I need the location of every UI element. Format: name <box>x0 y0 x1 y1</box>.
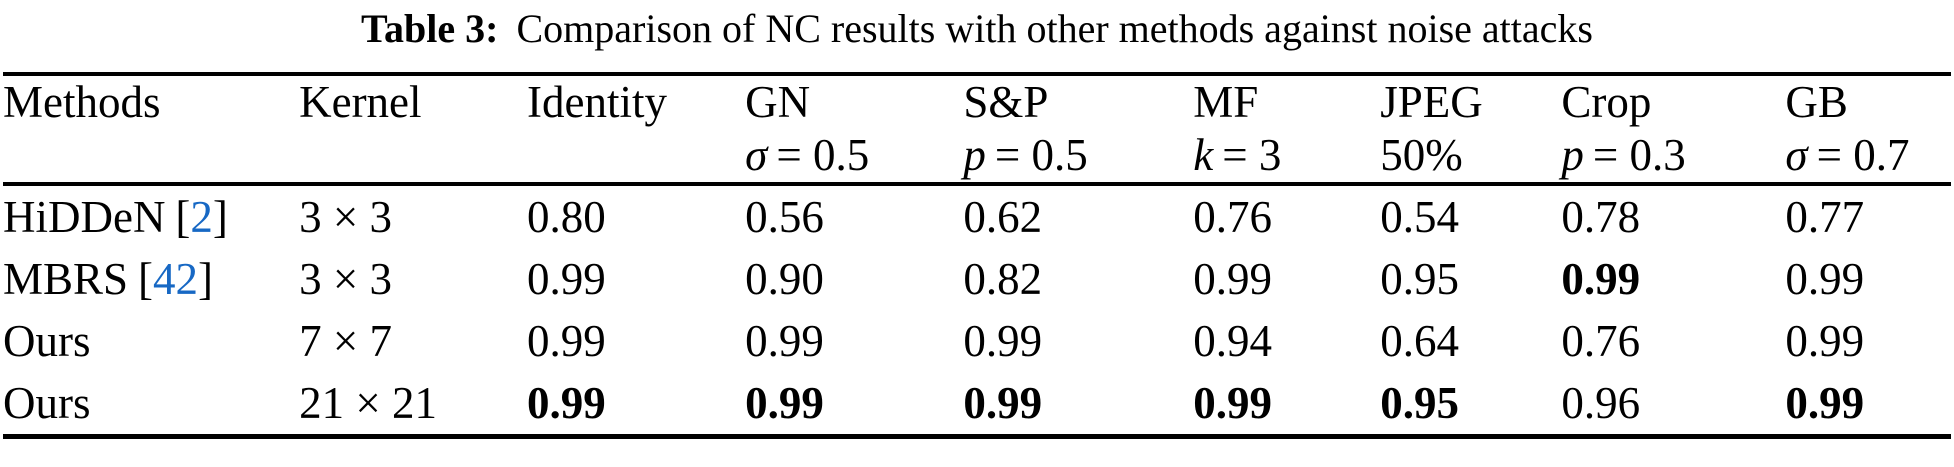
citation: [2] <box>175 192 228 242</box>
column-param: σ = 0.7 <box>1785 129 1951 182</box>
cell-method: Ours <box>3 372 299 437</box>
cell-method: MBRS [42] <box>3 248 299 310</box>
cell-jpeg: 0.95 <box>1380 254 1459 304</box>
column-header-kernel: Kernel <box>299 74 527 186</box>
method-name: Ours <box>3 378 91 428</box>
column-header-gb: GB σ = 0.7 <box>1785 74 1951 186</box>
table-caption: Table 3: Comparison of NC results with ot… <box>0 4 1954 54</box>
column-label: GN <box>745 77 811 127</box>
table-row-ours-21x21: Ours 21 × 21 0.99 0.99 0.99 0.99 0.95 0.… <box>3 372 1951 437</box>
column-param: 50% <box>1380 129 1561 182</box>
cell-gb: 0.99 <box>1785 254 1865 304</box>
column-header-jpeg: JPEG 50% <box>1380 74 1562 186</box>
method-name: Ours <box>3 316 91 366</box>
cell-gn: 0.99 <box>745 316 824 366</box>
cell-sp: 0.82 <box>963 254 1043 304</box>
param-symbol: σ <box>1785 130 1808 180</box>
header-row: Methods Kernel Identity GN σ = 0.5 S&P p =… <box>3 74 1951 186</box>
citation-link[interactable]: 42 <box>152 254 198 304</box>
citation-bracket-open: [ <box>137 254 153 304</box>
column-label: JPEG <box>1380 77 1483 127</box>
cell-mf: 0.99 <box>1193 378 1272 428</box>
cell-gn: 0.90 <box>745 254 824 304</box>
column-label: GB <box>1785 77 1848 127</box>
param-symbol: σ <box>745 130 768 180</box>
cell-jpeg: 0.54 <box>1380 192 1459 242</box>
cell-kernel: 3 × 3 <box>299 254 392 304</box>
param-symbol: p <box>963 130 986 180</box>
column-param: p = 0.5 <box>963 129 1193 182</box>
citation-bracket-close: ] <box>212 192 228 242</box>
column-label: Identity <box>527 77 667 127</box>
cell-crop: 0.96 <box>1561 378 1641 428</box>
table-row-mbrs: MBRS [42] 3 × 3 0.99 0.90 0.82 0.99 0.95 … <box>3 248 1951 310</box>
cell-sp: 0.99 <box>963 316 1043 366</box>
column-label: MF <box>1193 77 1259 127</box>
method-name: HiDDeN <box>3 192 166 242</box>
column-label: S&P <box>963 77 1049 127</box>
cell-method: Ours <box>3 310 299 372</box>
cell-crop: 0.78 <box>1561 192 1641 242</box>
table-row-hidden: HiDDeN [2] 3 × 3 0.80 0.56 0.62 0.76 0.54… <box>3 184 1951 248</box>
param-value: = 0.5 <box>776 130 870 180</box>
param-value: = 0.5 <box>994 130 1088 180</box>
column-label: Crop <box>1561 77 1652 127</box>
cell-jpeg: 0.64 <box>1380 316 1459 366</box>
cell-gb: 0.99 <box>1785 316 1865 366</box>
cell-identity: 0.99 <box>527 378 606 428</box>
column-param: p = 0.3 <box>1561 129 1785 182</box>
param-value: 50% <box>1380 130 1463 180</box>
table-row-ours-7x7: Ours 7 × 7 0.99 0.99 0.99 0.94 0.64 0.76… <box>3 310 1951 372</box>
column-label: Methods <box>3 77 161 127</box>
citation-link[interactable]: 2 <box>190 192 213 242</box>
column-param: σ = 0.5 <box>745 129 963 182</box>
caption-label: Table 3: <box>361 6 499 51</box>
results-table: Methods Kernel Identity GN σ = 0.5 S&P p =… <box>3 72 1951 439</box>
column-header-sp: S&P p = 0.5 <box>963 74 1194 186</box>
cell-gn: 0.99 <box>745 378 824 428</box>
cell-kernel: 7 × 7 <box>299 316 392 366</box>
cell-sp: 0.62 <box>963 192 1043 242</box>
citation: [42] <box>138 254 213 304</box>
column-header-gn: GN σ = 0.5 <box>745 74 964 186</box>
citation-bracket-open: [ <box>175 192 191 242</box>
column-header-mf: MF k = 3 <box>1193 74 1381 186</box>
cell-crop: 0.76 <box>1561 316 1641 366</box>
cell-gb: 0.77 <box>1785 192 1865 242</box>
cell-method: HiDDeN [2] <box>3 184 299 248</box>
cell-sp: 0.99 <box>963 378 1043 428</box>
param-symbol: k <box>1193 130 1214 180</box>
cell-mf: 0.99 <box>1193 254 1272 304</box>
cell-identity: 0.80 <box>527 192 606 242</box>
column-header-crop: Crop p = 0.3 <box>1561 74 1786 186</box>
cell-kernel: 21 × 21 <box>299 378 437 428</box>
cell-mf: 0.76 <box>1193 192 1272 242</box>
caption-text: Comparison of NC results with other meth… <box>516 6 1593 51</box>
param-value: = 3 <box>1222 130 1282 180</box>
param-value: = 0.3 <box>1592 130 1686 180</box>
cell-mf: 0.94 <box>1193 316 1272 366</box>
citation-bracket-close: ] <box>197 254 213 304</box>
cell-identity: 0.99 <box>527 316 606 366</box>
column-label: Kernel <box>299 77 422 127</box>
param-symbol: p <box>1561 130 1584 180</box>
cell-gn: 0.56 <box>745 192 824 242</box>
method-name: MBRS <box>3 254 129 304</box>
cell-crop: 0.99 <box>1561 254 1641 304</box>
cell-kernel: 3 × 3 <box>299 192 392 242</box>
column-param: k = 3 <box>1193 129 1380 182</box>
cell-gb: 0.99 <box>1785 378 1865 428</box>
param-value: = 0.7 <box>1816 130 1910 180</box>
cell-identity: 0.99 <box>527 254 606 304</box>
column-header-identity: Identity <box>527 74 746 186</box>
cell-jpeg: 0.95 <box>1380 378 1459 428</box>
column-header-methods: Methods <box>3 74 300 186</box>
